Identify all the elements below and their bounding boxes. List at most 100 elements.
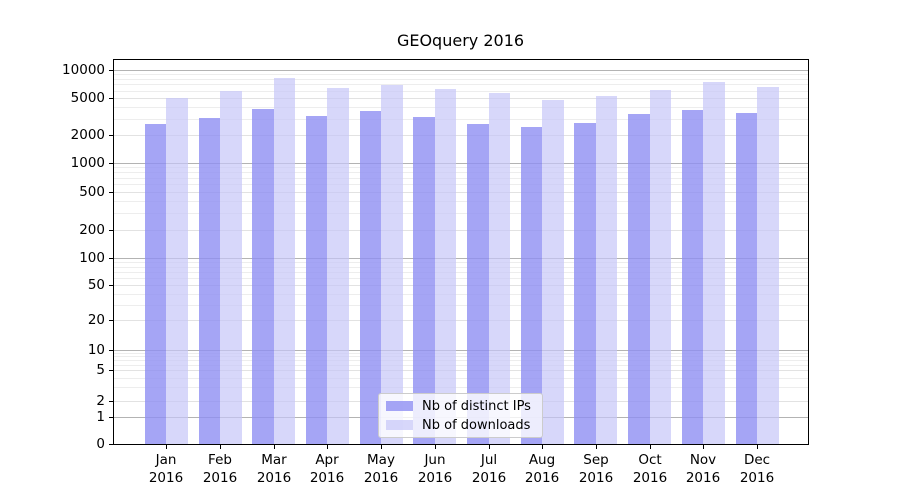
chart-title: GEOquery 2016	[396, 31, 525, 50]
gridline-minor	[113, 91, 808, 92]
gridline-minor	[113, 84, 808, 85]
ytick-mark-2	[109, 401, 113, 402]
ytick-mark-2000	[109, 135, 113, 136]
ytick-mark-500	[109, 192, 113, 193]
xtick-year: 2016	[685, 469, 721, 486]
ytick-mark-200	[109, 230, 113, 231]
ytick-mark-1	[109, 417, 113, 418]
ytick-label-5: 5	[96, 362, 105, 378]
xtick-year: 2016	[148, 469, 184, 486]
bar-downloads-apr	[327, 87, 349, 444]
legend-label-downloads: Nb of downloads	[422, 417, 531, 433]
xtick-label-dec: Dec 2016	[725, 452, 789, 487]
bar-ips-nov	[681, 110, 704, 444]
bar-downloads-sep	[595, 96, 618, 444]
legend: Nb of distinct IPs Nb of downloads	[378, 393, 543, 438]
ytick-mark-100	[109, 258, 113, 259]
gridline-minor	[113, 278, 808, 279]
xtick-mark-sep	[596, 445, 597, 449]
ytick-mark-5000	[109, 98, 113, 99]
xtick-month: May	[367, 452, 395, 468]
gridline-minor	[113, 353, 808, 354]
bar-ips-feb	[198, 118, 220, 444]
ytick-label-10: 10	[87, 342, 105, 358]
bar-downloads-feb	[220, 91, 242, 444]
ytick-label-5000: 5000	[70, 90, 105, 106]
xtick-label-jun: Jun 2016	[403, 452, 467, 487]
ytick-label-100: 100	[79, 250, 105, 266]
bar-ips-aug	[520, 127, 543, 444]
xtick-label-aug: Aug 2016	[510, 452, 574, 487]
legend-label-distinct-ips: Nb of distinct IPs	[422, 398, 531, 414]
legend-swatch-downloads	[386, 420, 413, 430]
ytick-label-2000: 2000	[70, 127, 105, 143]
gridline-minor	[113, 184, 808, 185]
xtick-mark-mar	[274, 445, 275, 449]
gridline-minor	[113, 178, 808, 179]
xtick-label-jul: Jul 2016	[457, 452, 521, 487]
gridline-minor	[113, 213, 808, 214]
xtick-month: Oct	[638, 452, 662, 468]
bar-downloads-may	[381, 84, 403, 444]
bar-downloads-oct	[649, 89, 672, 444]
ytick-mark-5	[109, 370, 113, 371]
xtick-mark-jul	[489, 445, 490, 449]
ytick-label-1000: 1000	[70, 155, 105, 171]
gridline-5	[113, 370, 808, 371]
xtick-mark-nov	[703, 445, 704, 449]
xtick-label-sep: Sep 2016	[564, 452, 628, 487]
gridline-minor	[113, 356, 808, 357]
xtick-year: 2016	[739, 469, 775, 486]
gridline-5000	[113, 98, 808, 99]
bar-downloads-jul	[488, 93, 510, 444]
ytick-mark-0	[109, 444, 113, 445]
gridline-minor	[113, 79, 808, 80]
gridline-minor	[113, 365, 808, 366]
ytick-label-2: 2	[96, 393, 105, 409]
legend-swatch-distinct-ips	[386, 401, 413, 411]
xtick-year: 2016	[417, 469, 453, 486]
xtick-label-oct: Oct 2016	[618, 452, 682, 487]
gridline-1000	[113, 163, 808, 164]
left-spine	[113, 59, 114, 445]
gridline-50	[113, 285, 808, 286]
gridline-minor	[113, 378, 808, 379]
xtick-month: Jan	[155, 452, 177, 468]
gridline-minor	[113, 294, 808, 295]
gridline-500	[113, 192, 808, 193]
ytick-label-200: 200	[79, 222, 105, 238]
xtick-month: Mar	[261, 452, 287, 468]
ytick-label-50: 50	[87, 277, 105, 293]
xtick-month: Jul	[480, 452, 498, 468]
xtick-year: 2016	[471, 469, 507, 486]
xtick-year: 2016	[363, 469, 399, 486]
bottom-spine	[113, 444, 809, 445]
bar-downloads-jun	[434, 88, 457, 444]
xtick-month: Sep	[583, 452, 609, 468]
top-spine	[113, 59, 809, 60]
legend-item-distinct-ips: Nb of distinct IPs	[379, 399, 542, 414]
legend-item-downloads: Nb of downloads	[379, 418, 542, 433]
ytick-label-1: 1	[96, 409, 105, 425]
xtick-label-mar: Mar 2016	[242, 452, 306, 487]
ytick-mark-10	[109, 350, 113, 351]
ytick-label-500: 500	[79, 184, 105, 200]
xtick-year: 2016	[524, 469, 560, 486]
gridline-minor	[113, 305, 808, 306]
xtick-mark-apr	[327, 445, 328, 449]
bar-ips-sep	[574, 122, 596, 444]
xtick-year: 2016	[202, 469, 238, 486]
plot-area	[113, 59, 808, 444]
bar-downloads-dec	[757, 86, 779, 444]
bar-ips-apr	[305, 115, 328, 444]
bar-ips-jun	[413, 116, 435, 444]
ytick-mark-20	[109, 320, 113, 321]
gridline-minor	[113, 387, 808, 388]
bar-downloads-mar	[273, 77, 296, 444]
xtick-label-nov: Nov 2016	[671, 452, 735, 487]
right-spine	[808, 59, 809, 445]
ytick-mark-10000	[109, 70, 113, 71]
bar-downloads-aug	[542, 100, 564, 444]
xtick-year: 2016	[578, 469, 614, 486]
